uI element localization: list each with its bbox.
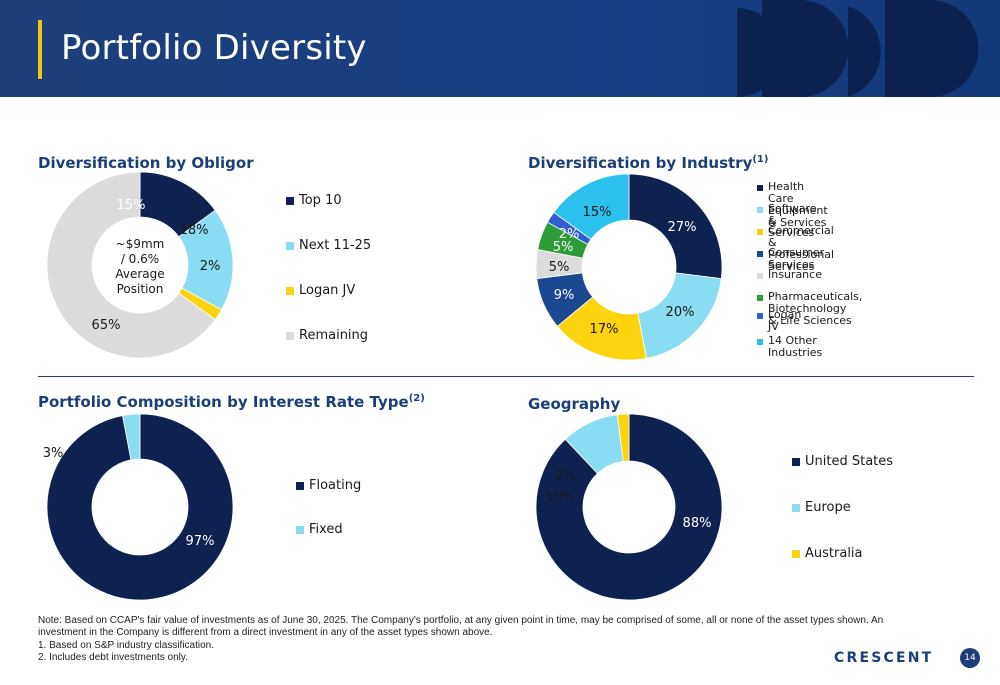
geo-legend-label: Europe [805,500,851,515]
rate-legend-swatch [296,526,304,534]
industry-legend-label: Health Care Equipment & Services [768,180,828,229]
title-accent-bar [38,20,42,79]
industry-legend-item: Pharmaceuticals, Biotechnology & Life Sc… [757,291,862,327]
industry-legend-label: Commercial & Professional Services [768,224,835,273]
rate-legend-label: Floating [309,478,362,493]
obligor-data-label-2: 2% [200,259,221,274]
obligor-center-text: Average [115,267,164,281]
obligor-slice-3 [46,171,216,359]
rate-legend-label: Fixed [309,522,343,537]
note-line: 1. Based on S&P industry classification. [38,639,215,651]
geo-legend-label: United States [805,454,894,469]
industry-legend-item: Logan JV [757,309,801,333]
obligor-legend-swatch [286,197,294,205]
industry-legend-item: 14 Other Industries [757,335,822,359]
rate-legend-swatch [296,482,304,490]
obligor-center-text: ~$9mm [116,237,165,251]
obligor-legend-label: Top 10 [299,193,342,208]
industry-slice-7 [553,173,630,240]
industry-data-label-2: 17% [590,322,619,337]
industry-section-title: Diversification by Industry(1) [528,154,769,172]
page-title: Portfolio Diversity [61,28,367,68]
industry-legend-label: Insurance [768,268,822,281]
obligor-legend-label: Next 11-25 [299,238,372,253]
section-divider [38,376,974,377]
rate-slice-0 [46,413,234,601]
rate-legend-item: Fixed [296,522,343,537]
footnotes: Note: Based on CCAP's fair value of inve… [38,615,884,665]
industry-legend-swatch [757,229,763,235]
obligor-legend-item: Logan JV [286,283,355,298]
industry-legend-item: Software & Services [757,203,817,239]
obligor-legend-item: Top 10 [286,193,342,208]
rate-data-label-0: 97% [186,534,215,549]
industry-data-label-7: 15% [583,205,612,220]
rate-data-label-1: 3% [43,446,64,461]
industry-data-label-6: 2% [559,227,580,242]
geo-legend-label: Australia [805,546,863,561]
industry-legend-swatch [757,339,763,345]
geo-legend-swatch [792,550,800,558]
industry-data-label-0: 27% [668,220,697,235]
header-banner: Portfolio Diversity [0,0,1000,97]
industry-legend-swatch [757,185,763,191]
industry-legend-item: Health Care Equipment & Services [757,181,828,229]
obligor-data-label-3: 65% [92,318,121,333]
industry-data-label-5: 5% [553,240,574,255]
obligor-center-text: / 0.6% [121,252,159,266]
obligor-data-label-1: 18% [180,223,209,238]
industry-legend-item: Insurance [757,269,822,281]
industry-data-label-3: 9% [554,288,575,303]
obligor-legend-label: Remaining [299,328,369,343]
industry-data-label-1: 20% [666,305,695,320]
industry-legend-label: Software & Services [768,202,817,239]
industry-legend-label: Consumer Services [768,246,825,271]
industry-legend-swatch [757,295,763,301]
industry-legend-label: Logan JV [768,308,802,333]
geo-legend-swatch [792,504,800,512]
rate-section-title: Portfolio Composition by Interest Rate T… [38,393,425,411]
industry-slice-0 [628,173,723,280]
industry-legend-item: Consumer Services [757,247,824,271]
obligor-data-label-0: 15% [117,198,146,213]
geography-section-title: Geography [528,395,621,413]
decorative-crescent-shapes [737,0,979,97]
geo-legend-item: United States [792,454,893,469]
industry-legend-swatch [757,207,763,213]
obligor-legend-item: Next 11-25 [286,238,371,253]
obligor-legend-swatch [286,287,294,295]
industry-legend-item: Commercial & Professional Services [757,225,834,273]
rate-legend-item: Floating [296,478,361,493]
geo-slice-2 [616,413,630,462]
rate-slice-1 [122,413,141,461]
geo-data-label-2: 2% [555,469,576,484]
obligor-legend-swatch [286,332,294,340]
obligor-legend-item: Remaining [286,328,368,343]
geo-data-label-1: 10% [546,490,575,505]
geo-legend-item: Europe [792,500,851,515]
obligor-center-text: Position [117,282,164,296]
geo-data-label-0: 88% [683,516,712,531]
obligor-legend-swatch [286,242,294,250]
geo-slice-0 [535,413,723,601]
note-line: 2. Includes debt investments only. [38,652,188,664]
industry-legend-label: 14 Other Industries [768,334,823,359]
note-line: investment in the Company is different f… [38,627,493,639]
industry-legend-label: Pharmaceuticals, Biotechnology & Life Sc… [768,290,863,327]
industry-legend-swatch [757,273,763,279]
obligor-legend-label: Logan JV [299,283,356,298]
industry-legend-swatch [757,313,763,319]
geo-legend-swatch [792,458,800,466]
crescent-logo: CRESCENT [834,650,934,666]
obligor-section-title: Diversification by Obligor [38,154,254,172]
industry-data-label-4: 5% [549,260,570,275]
industry-legend-swatch [757,251,763,257]
geo-legend-item: Australia [792,546,863,561]
note-line: Note: Based on CCAP's fair value of inve… [38,615,884,626]
page-number-badge: 14 [960,648,980,668]
